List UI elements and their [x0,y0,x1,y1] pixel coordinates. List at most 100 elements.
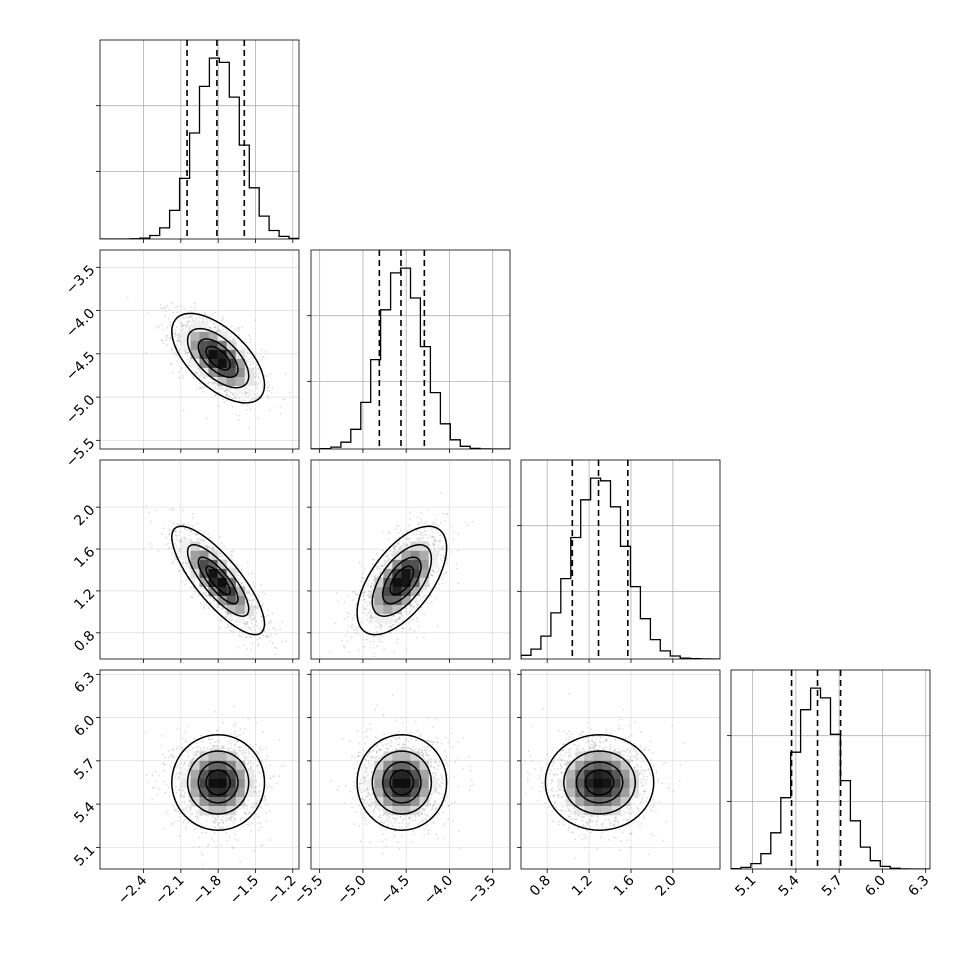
scatter-point [466,524,469,526]
scatter-point [405,538,407,541]
scatter-point [261,356,263,358]
axes-frame [99,249,300,450]
scatter-point [357,625,360,628]
density-cell [226,595,236,606]
density-cell [217,376,227,386]
scatter-point [370,594,373,597]
scatter-point [253,617,255,620]
scatter-point [351,618,354,621]
axes-frame [310,249,511,450]
density-cells [181,322,255,396]
scatter-point [182,328,185,331]
scatter-point [195,371,198,374]
scatter-point [157,550,160,553]
scatter-point [247,387,249,390]
scatter-point [209,595,212,598]
density-cell [383,604,393,615]
scatter-point [377,575,380,577]
scatter-point [203,377,206,380]
scatter-point [410,604,413,607]
scatter-point [168,756,170,759]
scatter-point [370,585,372,587]
scatter-point [232,550,235,552]
scatter-point [254,624,257,626]
scatter-point [182,765,185,768]
scatter-point [208,738,211,741]
scatter-point [241,404,244,407]
axes-frame [99,459,300,660]
scatter-point [197,818,200,821]
scatter-point [363,591,366,594]
density-cell [410,541,420,551]
scatter-point [237,418,240,421]
scatter-point [393,614,395,617]
scatter-point [206,320,209,323]
scatter-point [380,634,383,637]
scatter-point [426,601,429,604]
scatter-point [250,806,253,809]
scatter-point [420,512,422,514]
contour-line [171,312,266,404]
scatter-point [159,304,162,306]
scatter-point [380,564,383,567]
scatter-point [379,623,382,626]
scatter-point [243,755,246,758]
scatter-point [178,376,181,379]
scatter-point [260,806,262,809]
scatter-point [184,349,187,352]
scatter-point [235,736,237,738]
scatter-point [430,536,433,539]
scatter-point [209,596,212,599]
scatter-point [343,601,346,604]
scatter-point [170,363,173,366]
scatter-point [215,846,217,848]
density-cell [199,367,209,377]
scatter-point [219,745,222,747]
scatter-point [368,590,371,593]
scatter-point [209,602,212,604]
scatter-point [256,612,258,615]
density-cell [374,604,384,615]
density-cell [383,577,393,587]
scatter-point [219,626,222,629]
scatter-point [408,612,411,614]
scatter-point [352,616,355,619]
scatter-point [392,623,394,626]
scatter-point [176,339,179,342]
scatter-point [421,595,424,598]
scatter-point [400,529,402,532]
scatter-point [191,758,194,761]
scatter-point [396,542,399,545]
scatter-point [260,615,263,618]
scatter-point [402,605,404,607]
scatter-point [211,744,214,747]
scatter-point [245,592,248,594]
scatter-point [181,737,184,740]
scatter-point [433,543,435,546]
scatter-point [438,583,441,586]
scatter-point [220,818,222,821]
density-cell [208,331,218,341]
density-cell [208,586,218,596]
scatter-point [236,571,238,574]
scatter-point [181,809,184,811]
scatter-point [434,540,437,543]
scatter-point [343,647,346,649]
scatter-point [399,547,401,550]
scatter-point [265,635,267,638]
scatter-point [220,393,223,395]
scatter-point [179,547,181,550]
scatter-point [202,320,205,323]
scatter-point [415,617,418,620]
scatter-point [388,558,390,560]
y-tick-label: −4.0 [63,306,98,341]
density-cell [428,550,438,560]
scatter-point [267,614,269,617]
scatter-point [244,393,247,395]
scatter-point [420,518,422,520]
scatter-point [189,359,191,362]
scatter-point [341,639,343,642]
scatter-point [237,574,240,576]
scatter-point [438,568,440,570]
scatter-point [254,785,257,788]
